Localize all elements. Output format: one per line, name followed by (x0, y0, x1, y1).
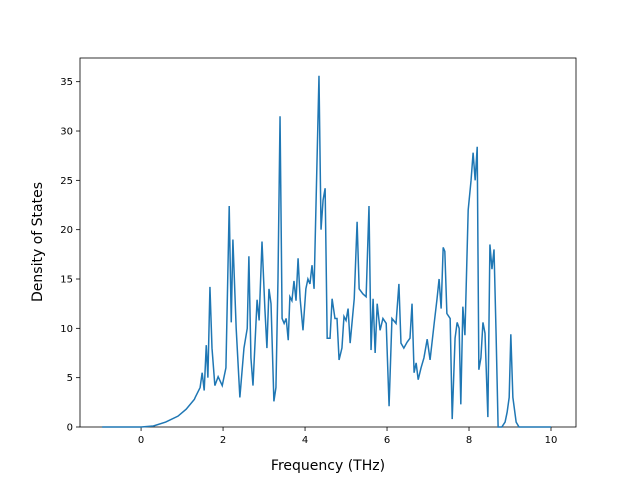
y-tick-label: 0 (67, 423, 73, 434)
y-tick-label: 10 (60, 324, 73, 335)
plot-frame (79, 57, 577, 428)
y-tick-label: 20 (60, 225, 73, 236)
data-line (102, 75, 551, 428)
y-tick-label: 5 (67, 373, 73, 384)
y-tick-label: 25 (60, 176, 73, 187)
y-axis-label: Density of States (30, 182, 46, 302)
x-tick-label: 10 (545, 435, 558, 446)
x-tick-label: 6 (384, 435, 390, 446)
y-tick-label: 15 (60, 275, 73, 286)
x-tick-label: 8 (466, 435, 472, 446)
x-tick-label: 4 (302, 435, 308, 446)
x-axis-label: Frequency (THz) (271, 458, 385, 474)
y-tick-label: 35 (60, 77, 73, 88)
x-tick-label: 0 (138, 435, 144, 446)
y-tick-label: 30 (60, 127, 73, 138)
x-tick-label: 2 (220, 435, 226, 446)
